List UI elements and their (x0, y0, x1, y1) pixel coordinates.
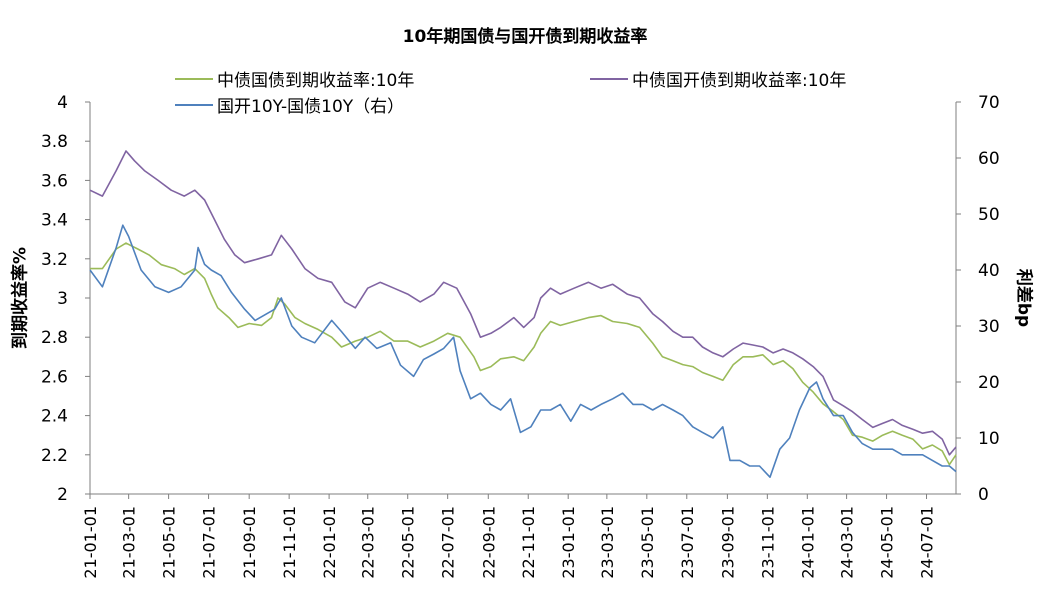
legend-label-gov-bond: 中债国债到期收益率:10年 (217, 71, 415, 91)
y-tick-label-left: 3.8 (41, 132, 68, 152)
legend-swatch-spread (175, 103, 213, 106)
series-line-1 (89, 150, 957, 456)
x-tick-label: 22-11-01 (519, 506, 538, 579)
x-tick-label: 24-03-01 (838, 506, 857, 579)
y-tick-label-left: 4 (57, 93, 68, 113)
y-tick-label-right: 0 (978, 485, 989, 505)
y-tick-label-right: 70 (978, 93, 1000, 113)
y-tick-label-right: 40 (978, 261, 1000, 281)
y-tick-label-left: 2.4 (41, 407, 68, 427)
x-tick-label: 21-05-01 (160, 506, 179, 579)
x-tick-label: 23-11-01 (758, 506, 777, 579)
y-tick-label-right: 10 (978, 429, 1000, 449)
x-tick-label: 24-05-01 (878, 506, 897, 579)
y-tick-label-left: 3.6 (41, 171, 68, 191)
x-tick-label: 23-05-01 (638, 506, 657, 579)
x-tick-label: 23-03-01 (598, 506, 617, 579)
legend-swatch-gov-bond (175, 77, 213, 80)
y-tick-label-left: 2.2 (41, 446, 68, 466)
x-tick-label: 24-01-01 (798, 506, 817, 579)
x-tick-label: 21-07-01 (200, 506, 219, 579)
legend-label-spread: 国开10Y-国债10Y（右） (217, 97, 405, 117)
x-tick-label: 22-03-01 (359, 506, 378, 579)
x-tick-label: 23-09-01 (718, 506, 737, 579)
x-tick-label: 22-07-01 (439, 506, 458, 579)
y-tick-label-right: 30 (978, 317, 1000, 337)
x-tick-label: 22-05-01 (399, 506, 418, 579)
y-tick-label-left: 2 (57, 485, 68, 505)
x-tick-label: 23-07-01 (678, 506, 697, 579)
x-tick-label: 22-09-01 (479, 506, 498, 579)
x-tick-label: 21-09-01 (240, 506, 259, 579)
y-tick-label-left: 2.8 (41, 328, 68, 348)
x-tick-label: 24-07-01 (918, 506, 937, 579)
chart-title: 10年期国债与国开债到期收益率 (402, 27, 648, 47)
y-tick-label-right: 60 (978, 149, 1000, 169)
x-tick-label: 23-01-01 (559, 506, 578, 579)
y-tick-label-left: 3.2 (41, 250, 68, 270)
legend-item-spread: 国开10Y-国债10Y（右） (175, 92, 404, 117)
y-tick-label-left: 2.6 (41, 367, 68, 387)
y-tick-label-right: 50 (978, 205, 1000, 225)
x-tick-label: 21-11-01 (280, 506, 299, 579)
legend-item-gov-bond: 中债国债到期收益率:10年 (175, 66, 414, 91)
y-tick-label-left: 3 (57, 289, 68, 309)
x-tick-label: 21-01-01 (81, 506, 100, 579)
y-tick-label-right: 20 (978, 373, 1000, 393)
legend-swatch-cdb-bond (590, 77, 628, 80)
y-tick-label-left: 3.4 (41, 211, 68, 231)
legend-item-cdb-bond: 中债国开债到期收益率:10年 (590, 66, 846, 91)
x-tick-label: 21-03-01 (120, 506, 139, 579)
series-line-2 (89, 224, 957, 478)
x-tick-label: 22-01-01 (320, 506, 339, 579)
legend-label-cdb-bond: 中债国开债到期收益率:10年 (632, 71, 847, 91)
